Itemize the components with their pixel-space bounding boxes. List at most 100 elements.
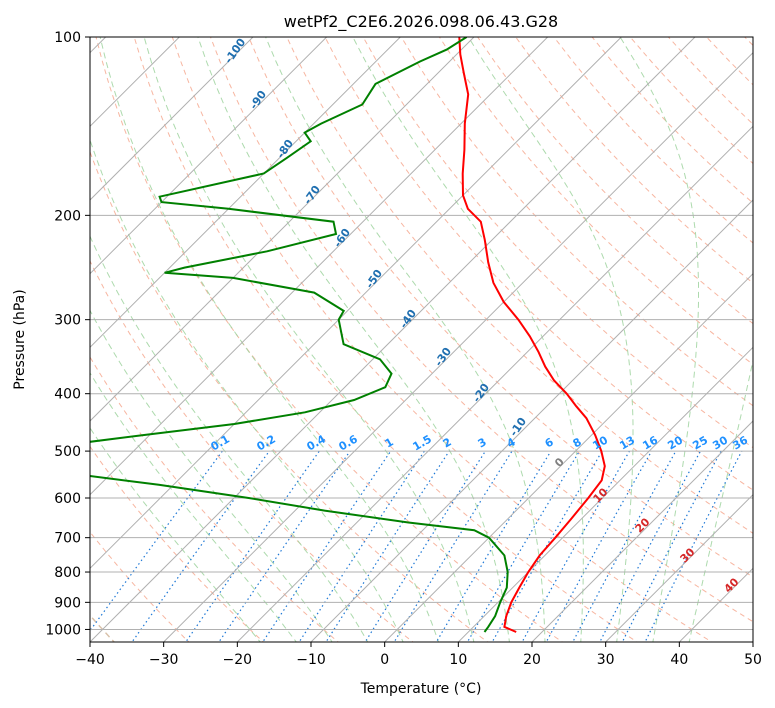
- mixing-ratio-label: 1.5: [411, 432, 434, 453]
- dry-adiabat-label: -100: [222, 36, 249, 66]
- dry-adiabat-label: -30: [432, 345, 454, 369]
- mixing-ratio-label: 3: [476, 435, 489, 450]
- x-tick-label: 20: [523, 652, 541, 668]
- dry-adiabat-line: [133, 37, 638, 642]
- mixing-ratio-line: [644, 450, 743, 642]
- mixing-ratio-label: 1: [383, 435, 396, 450]
- isotherm-grid-line: [384, 272, 753, 642]
- x-tick-label: −40: [75, 652, 105, 668]
- dry-adiabat-line: [90, 150, 489, 642]
- dry-adiabat-label: -50: [363, 267, 385, 291]
- isotherm-grid-line: [163, 51, 753, 642]
- mixing-ratio-label: 30: [710, 433, 730, 452]
- dry-adiabat-line: [553, 37, 753, 244]
- isotherm-grid-line: [457, 346, 753, 642]
- dry-adiabat-line: [438, 37, 753, 366]
- dry-adiabat-line: [171, 37, 713, 642]
- mixing-ratio-line: [466, 450, 580, 642]
- y-tick-label: 700: [54, 531, 81, 547]
- dry-adiabat-line: [400, 37, 753, 407]
- y-tick-label: 600: [54, 491, 81, 507]
- y-tick-label: 900: [54, 595, 81, 611]
- mixing-ratio-line: [298, 450, 425, 642]
- moist-adiabat-line: [99, 37, 440, 642]
- y-tick-label: 500: [54, 444, 81, 460]
- moist-adiabat-line: [90, 234, 369, 642]
- isotherm-grid-line: [310, 199, 753, 642]
- isotherm-grid-line: [90, 37, 401, 349]
- isotherm-grid-line: [605, 493, 753, 642]
- dry-adiabat-line: [90, 531, 190, 642]
- moist-adiabat-label: 30: [678, 545, 698, 565]
- mixing-ratio-line: [90, 450, 223, 632]
- dry-adiabat-line: [324, 37, 753, 491]
- moist-adiabat-line: [352, 37, 584, 642]
- dry-adiabat-label: -70: [301, 183, 323, 207]
- y-tick-label: 400: [54, 387, 81, 403]
- mixing-ratio-label: 36: [730, 433, 750, 452]
- mixing-ratio-label: 6: [543, 435, 556, 450]
- moist-adiabat-label: 40: [722, 575, 742, 595]
- x-axis-label: Temperature (°C): [360, 681, 482, 697]
- dry-adiabat-line: [362, 37, 753, 449]
- chart-title: wetPf2_C2E6.2026.098.06.43.G28: [284, 12, 558, 32]
- x-tick-label: 0: [380, 652, 389, 668]
- y-tick-label: 200: [54, 208, 81, 224]
- mixing-ratio-line: [218, 450, 351, 642]
- y-tick-label: 1000: [45, 622, 81, 638]
- isotherm-grid-line: [90, 37, 254, 201]
- mixing-ratio-line: [325, 450, 450, 642]
- dry-adiabat-line: [95, 37, 564, 642]
- isotherm-grid-line: [90, 37, 328, 275]
- moist-adiabat-label: 20: [633, 515, 653, 535]
- dry-adiabat-label: -20: [470, 381, 492, 405]
- mixing-ratio-line: [521, 450, 631, 642]
- mixing-ratio-line: [393, 450, 513, 642]
- mixing-ratio-line: [572, 450, 677, 642]
- mixing-ratio-line: [621, 450, 722, 642]
- dry-adiabat-line: [477, 37, 753, 325]
- x-tick-label: 30: [597, 652, 615, 668]
- moist-adiabat-line: [90, 427, 261, 642]
- mixing-ratio-label: 0.6: [337, 432, 361, 453]
- moist-adiabat-line: [90, 309, 333, 642]
- x-tick-label: 50: [744, 652, 762, 668]
- dry-adiabat-label: -40: [397, 307, 419, 331]
- isotherm-grid-line: [752, 641, 753, 642]
- moist-adiabat-line: [688, 358, 753, 642]
- mixing-ratio-label: 16: [640, 433, 660, 452]
- dry-adiabat-line: [515, 37, 753, 284]
- x-tick-label: −20: [223, 652, 253, 668]
- moist-adiabat-label: 10: [591, 485, 611, 505]
- moist-adiabat-line: [90, 371, 297, 642]
- dry-adiabat-label: -90: [247, 88, 269, 112]
- y-tick-label: 100: [54, 30, 81, 46]
- mixing-ratio-label: 0.4: [305, 432, 329, 453]
- isotherm-grid-line: [90, 37, 549, 496]
- dry-adiabat-line: [90, 445, 265, 642]
- moist-adiabat-line: [90, 138, 404, 642]
- mixing-ratio-line: [364, 450, 486, 642]
- x-tick-label: 10: [449, 652, 467, 668]
- x-tick-label: −10: [296, 652, 326, 668]
- temperature-profile-line: [458, 37, 606, 633]
- x-tick-label: −30: [149, 652, 179, 668]
- isotherm-grid-line: [236, 125, 753, 642]
- dry-adiabat-line: [210, 37, 753, 623]
- y-tick-label: 300: [54, 313, 81, 329]
- y-axis: 1000 900 800 700 600 500 400 300 200 100: [45, 30, 90, 638]
- dewpoint-profile-line: [90, 37, 509, 633]
- dry-adiabat-label: -80: [274, 137, 296, 161]
- isotherm-grid-line: [90, 37, 475, 422]
- x-tick-label: 40: [670, 652, 688, 668]
- mixing-ratio-line: [435, 450, 552, 642]
- y-axis-label: Pressure (hPa): [12, 289, 28, 389]
- isotherm-grid-line: [90, 37, 696, 642]
- mixing-ratio-label: 25: [690, 434, 710, 453]
- mixing-ratio-label: 10: [590, 433, 610, 452]
- x-axis: −40 −30 −20 −10 0 10 20 30 40 50: [75, 642, 762, 668]
- isotherm-grid-line: [531, 420, 753, 642]
- y-tick-label: 800: [54, 565, 81, 581]
- mixing-ratio-label: 13: [617, 434, 637, 453]
